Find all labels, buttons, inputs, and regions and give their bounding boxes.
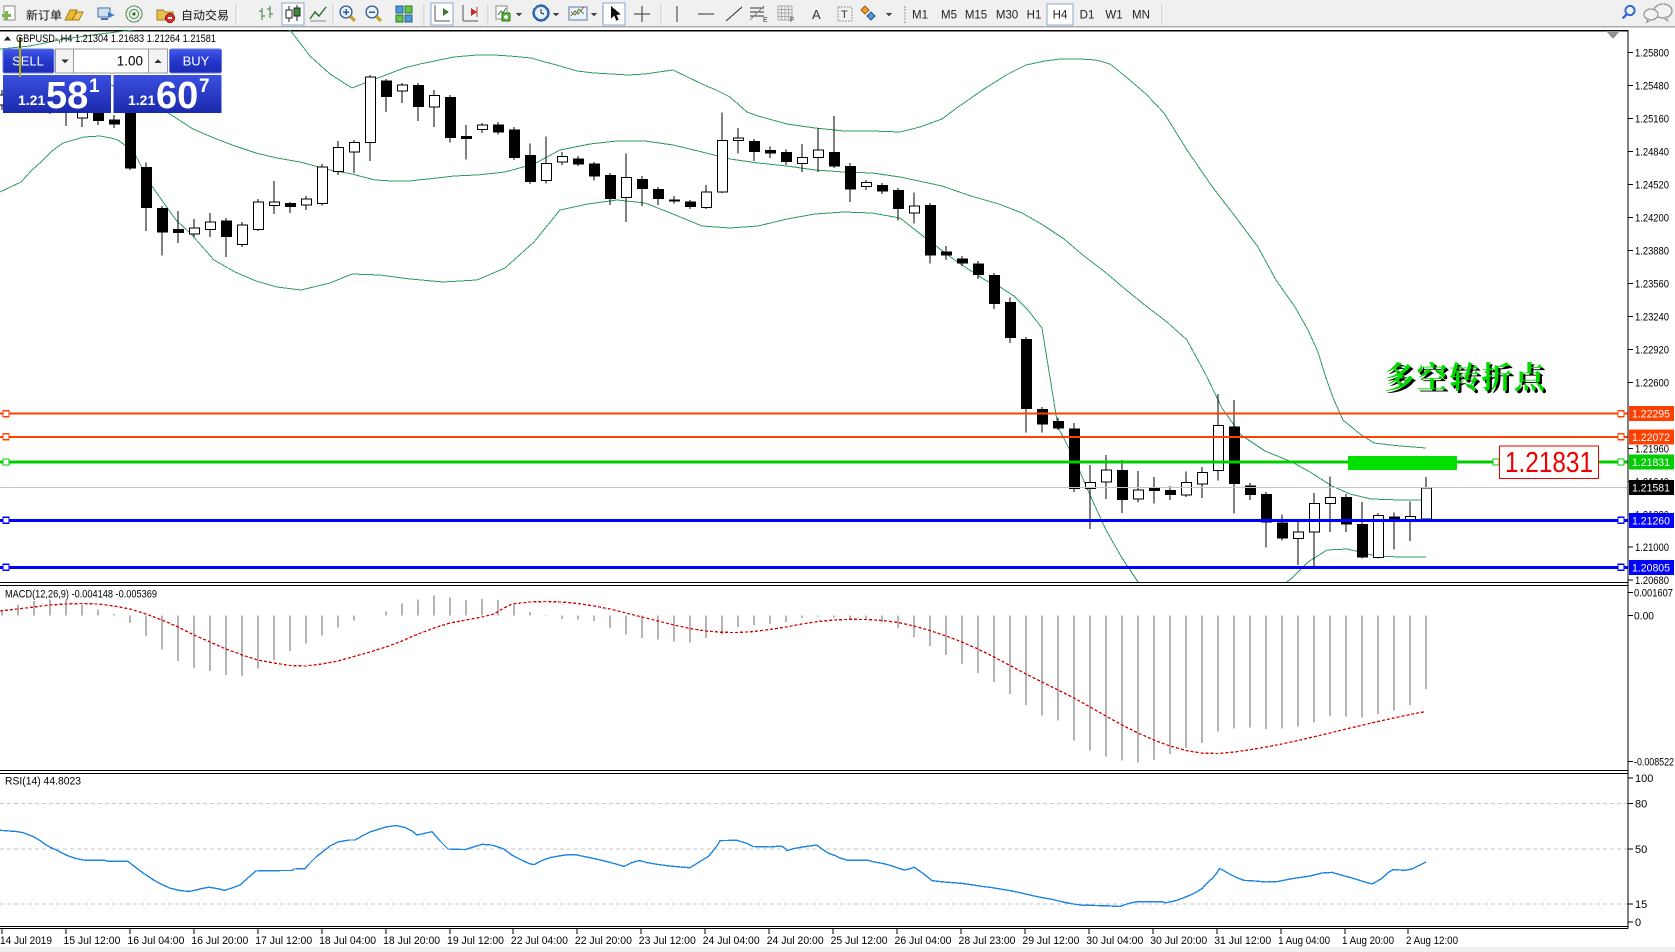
svg-text:MN: MN [1132,10,1150,22]
svg-text:1.00: 1.00 [117,54,143,69]
svg-text:28 Jul 23:00: 28 Jul 23:00 [959,935,1016,947]
svg-text:80: 80 [1635,798,1647,810]
svg-text:1.21581: 1.21581 [1632,482,1670,494]
svg-text:1.25160: 1.25160 [1635,113,1669,125]
svg-text:0: 0 [1635,917,1641,929]
svg-text:D1: D1 [1080,10,1095,22]
svg-text:A: A [812,7,821,22]
svg-text:22 Jul 04:00: 22 Jul 04:00 [511,935,568,947]
svg-text:15: 15 [1635,899,1647,911]
svg-text:T: T [841,9,848,21]
svg-text:1.24520: 1.24520 [1635,179,1669,191]
svg-text:1.21: 1.21 [18,92,45,108]
svg-text:1 Aug 20:00: 1 Aug 20:00 [1342,935,1394,947]
svg-text:0.00: 0.00 [1634,611,1654,623]
svg-text:16 Jul 20:00: 16 Jul 20:00 [191,935,248,947]
svg-text:17 Jul 12:00: 17 Jul 12:00 [255,935,312,947]
svg-text:0.001607: 0.001607 [1634,588,1673,600]
svg-text:-0.008522: -0.008522 [1634,757,1674,769]
svg-text:1.24840: 1.24840 [1635,146,1669,158]
svg-text:M30: M30 [996,10,1018,22]
svg-text:25 Jul 12:00: 25 Jul 12:00 [831,935,888,947]
svg-text:1.24200: 1.24200 [1635,212,1669,224]
svg-text:H4: H4 [1053,10,1068,22]
svg-text:29 Jul 12:00: 29 Jul 12:00 [1022,935,1079,947]
svg-text:1.21000: 1.21000 [1635,542,1669,554]
svg-text:7: 7 [199,76,210,97]
svg-text:24 Jul 20:00: 24 Jul 20:00 [767,935,824,947]
svg-text:1.20680: 1.20680 [1635,575,1669,587]
svg-text:1: 1 [89,76,100,97]
svg-text:E: E [763,17,768,24]
svg-text:50: 50 [1635,844,1647,856]
svg-text:W1: W1 [1105,10,1122,22]
svg-text:1.23240: 1.23240 [1635,311,1669,323]
svg-text:SELL: SELL [12,54,44,69]
svg-text:MACD(12,26,9) -0.004148 -0.005: MACD(12,26,9) -0.004148 -0.005369 [5,589,157,601]
svg-text:30 Jul 04:00: 30 Jul 04:00 [1086,935,1143,947]
svg-text:18 Jul 04:00: 18 Jul 04:00 [319,935,376,947]
svg-text:M5: M5 [941,10,957,22]
svg-text:1.21260: 1.21260 [1632,515,1670,527]
svg-text:15 Jul 12:00: 15 Jul 12:00 [63,935,120,947]
svg-text:1.21960: 1.21960 [1635,443,1669,455]
svg-text:1.23560: 1.23560 [1635,278,1669,290]
svg-text:RSI(14) 44.8023: RSI(14) 44.8023 [5,776,81,788]
svg-text:58: 58 [46,75,88,117]
svg-text:26 Jul 04:00: 26 Jul 04:00 [895,935,952,947]
svg-text:H1: H1 [1027,10,1042,22]
svg-text:M15: M15 [965,10,987,22]
svg-text:19 Jul 12:00: 19 Jul 12:00 [447,935,504,947]
svg-text:23 Jul 12:00: 23 Jul 12:00 [639,935,696,947]
svg-text:1.20805: 1.20805 [1632,562,1670,574]
svg-text:18 Jul 20:00: 18 Jul 20:00 [383,935,440,947]
svg-text:1 Aug 04:00: 1 Aug 04:00 [1278,935,1330,947]
svg-text:1.22920: 1.22920 [1635,344,1669,356]
svg-text:31 Jul 12:00: 31 Jul 12:00 [1214,935,1271,947]
svg-text:1.22295: 1.22295 [1632,409,1670,421]
svg-text:22 Jul 20:00: 22 Jul 20:00 [575,935,632,947]
svg-text:M1: M1 [912,10,928,22]
svg-text:1.21831: 1.21831 [1505,447,1593,479]
svg-text:2 Aug 12:00: 2 Aug 12:00 [1406,935,1458,947]
svg-text:BUY: BUY [183,54,210,69]
svg-text:30 Jul 20:00: 30 Jul 20:00 [1150,935,1207,947]
svg-text:1.22072: 1.22072 [1632,432,1670,444]
svg-text:1.22600: 1.22600 [1635,377,1669,389]
svg-text:1.21831: 1.21831 [1632,457,1670,469]
svg-text:F: F [790,17,794,24]
svg-text:1.23880: 1.23880 [1635,245,1669,257]
svg-text:16 Jul 04:00: 16 Jul 04:00 [127,935,184,947]
svg-text:14 Jul 2019: 14 Jul 2019 [0,935,52,947]
svg-text:60: 60 [156,75,198,117]
svg-text:1.25800: 1.25800 [1635,47,1669,59]
svg-text:100: 100 [1635,773,1653,785]
svg-text:GBPUSD-,H4 1.21304 1.21683 1.: GBPUSD-,H4 1.21304 1.21683 1.21264 1.215… [16,33,216,45]
svg-text:1.21: 1.21 [128,92,155,108]
svg-text:24 Jul 04:00: 24 Jul 04:00 [703,935,760,947]
svg-text:1.25480: 1.25480 [1635,80,1669,92]
